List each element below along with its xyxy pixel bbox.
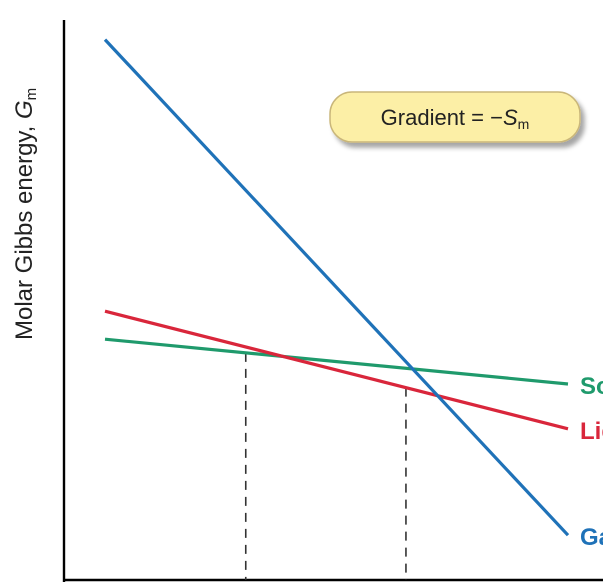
series-lines: [103, 38, 570, 537]
series-label-gas: Gas: [580, 524, 603, 551]
series-label-solid: Solid: [580, 373, 603, 400]
series-line-gas: [103, 38, 570, 537]
series-labels: Solid Liquid Gas: [580, 373, 603, 551]
gradient-annotation: Gradient = −Sm: [329, 91, 581, 143]
y-axis-label: Molar Gibbs energy, Gm: [11, 88, 40, 340]
series-line-liquid: [104, 309, 569, 431]
annotation-box: [329, 91, 581, 143]
dashed-guides: [244, 352, 407, 580]
annotation-text: Gradient = −Sm: [381, 105, 530, 132]
series-line-solid: [104, 337, 569, 386]
series-label-liquid: Liquid: [580, 418, 603, 445]
